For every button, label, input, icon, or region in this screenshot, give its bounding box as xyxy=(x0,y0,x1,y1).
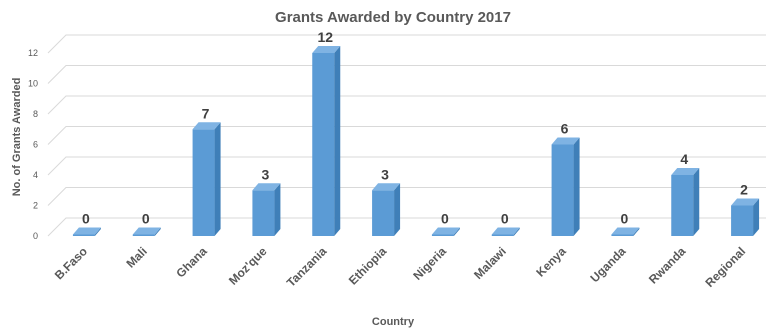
bar-side xyxy=(154,227,161,236)
gridline-2 xyxy=(47,187,766,206)
bar-side xyxy=(693,168,700,236)
bar-side xyxy=(334,46,341,236)
bar-side xyxy=(573,137,580,236)
bar-front xyxy=(551,144,574,236)
data-label-Regional: 2 xyxy=(740,182,748,198)
grid-lines xyxy=(47,34,766,237)
bar-Ethiopia xyxy=(372,183,401,236)
category-label-Rwanda: Rwanda xyxy=(646,244,689,287)
bar-side xyxy=(94,227,101,236)
bar-side xyxy=(633,227,640,236)
y-axis-label: No. of Grants Awarded xyxy=(11,78,23,197)
y-tick-label-0: 0 xyxy=(33,231,38,241)
y-tick-label-6: 6 xyxy=(33,140,38,150)
bar-front xyxy=(431,234,454,236)
bar-front xyxy=(312,53,335,236)
bar-front xyxy=(252,190,275,236)
data-label-Malawi: 0 xyxy=(501,211,509,227)
bar-Rwanda xyxy=(671,168,700,236)
category-label-Ghana: Ghana xyxy=(173,244,210,281)
data-label-Kenya: 6 xyxy=(561,121,569,137)
category-label-Tanzania: Tanzania xyxy=(284,244,330,290)
y-tick-label-4: 4 xyxy=(33,170,38,180)
y-tick-label-10: 10 xyxy=(28,79,38,89)
bar-front xyxy=(72,234,95,236)
bar-top xyxy=(252,183,281,191)
bar-top xyxy=(671,168,700,175)
bar-top xyxy=(192,122,221,130)
bar-top xyxy=(312,46,341,53)
bar-side xyxy=(394,183,401,236)
bar-front xyxy=(491,234,514,236)
data-labels: 0 0 7 3 12 3 0 0 6 0 4 2 xyxy=(82,29,748,227)
bar-front xyxy=(192,129,215,236)
bar-front xyxy=(671,175,694,236)
data-label-Uganda: 0 xyxy=(621,211,629,227)
bar-side xyxy=(214,122,221,236)
bar-top xyxy=(372,183,401,191)
category-label-Moz'que: Moz'que xyxy=(226,244,270,288)
y-tick-labels: 0 2 4 6 8 10 12 xyxy=(28,48,38,241)
bar-top xyxy=(72,227,101,235)
gridline-0 xyxy=(47,217,766,237)
y-tick-label-12: 12 xyxy=(28,48,38,58)
category-labels: B.Faso Mali Ghana Moz'que Tanzania Ethiopia Ni… xyxy=(52,244,748,290)
bar-side xyxy=(453,227,460,236)
category-label-Mali: Mali xyxy=(123,244,149,270)
gridline-10 xyxy=(47,65,766,84)
data-label-Rwanda: 4 xyxy=(680,151,688,167)
bar-side xyxy=(274,183,281,236)
chart-title: Grants Awarded by Country 2017 xyxy=(275,9,511,26)
bar-top xyxy=(731,198,760,206)
gridline-12 xyxy=(47,34,766,54)
bar-side xyxy=(753,198,760,236)
bar-top xyxy=(431,227,460,235)
data-label-Ethiopia: 3 xyxy=(381,166,389,182)
bar-Moz'que xyxy=(252,183,281,236)
category-label-Nigeria: Nigeria xyxy=(410,244,449,283)
bar-front xyxy=(731,205,754,236)
bar-top xyxy=(491,227,520,235)
bar-top xyxy=(551,137,580,145)
data-label-Moz'que: 3 xyxy=(262,166,270,182)
x-axis-label: Country xyxy=(372,316,415,328)
bar-B.Faso xyxy=(72,227,101,236)
category-label-Kenya: Kenya xyxy=(533,244,569,280)
bar-side xyxy=(513,227,520,236)
gridline-6 xyxy=(47,126,766,145)
category-label-B.Faso: B.Faso xyxy=(52,244,90,282)
bar-top xyxy=(611,227,640,235)
bar-Regional xyxy=(731,198,760,236)
category-label-Ethiopia: Ethiopia xyxy=(346,244,390,288)
bar-front xyxy=(132,234,155,236)
bars xyxy=(72,46,760,236)
gridline-8 xyxy=(47,95,766,115)
data-label-B.Faso: 0 xyxy=(82,211,90,227)
bar-top xyxy=(132,227,161,235)
bar-front xyxy=(372,190,395,236)
bar-Ghana xyxy=(192,122,221,236)
category-label-Uganda: Uganda xyxy=(588,244,629,285)
category-label-Regional: Regional xyxy=(702,244,748,290)
y-tick-label-2: 2 xyxy=(33,201,38,211)
bar-front xyxy=(611,234,634,236)
bar-Tanzania xyxy=(312,46,341,236)
data-label-Nigeria: 0 xyxy=(441,211,449,227)
bar-Uganda xyxy=(611,227,640,236)
category-label-Malawi: Malawi xyxy=(471,244,509,282)
bar-Malawi xyxy=(491,227,520,236)
bar-Mali xyxy=(132,227,161,236)
gridline-4 xyxy=(47,156,766,176)
data-label-Ghana: 7 xyxy=(202,105,210,121)
bar-Kenya xyxy=(551,137,580,236)
y-tick-label-8: 8 xyxy=(33,109,38,119)
bar-Nigeria xyxy=(431,227,460,236)
data-label-Tanzania: 12 xyxy=(317,29,333,45)
data-label-Mali: 0 xyxy=(142,211,150,227)
